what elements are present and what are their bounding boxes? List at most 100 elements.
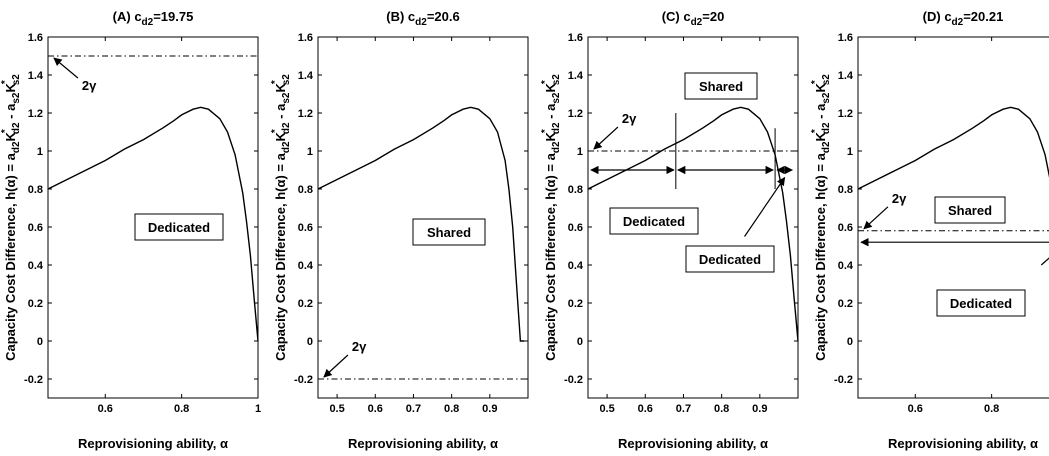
y-tick-label: 0.6 — [28, 222, 43, 234]
x-tick-label: 0.5 — [329, 403, 344, 415]
y-tick-label: 1 — [847, 146, 853, 158]
y-tick-label: -0.2 — [294, 374, 313, 386]
x-tick-label: 0.8 — [174, 403, 189, 415]
ylabel-text: Capacity Cost Difference, h(α) = — [543, 160, 558, 361]
ylabel-sub: s2 — [281, 74, 292, 86]
y-tick-label: 1.6 — [568, 32, 583, 44]
y-tick-label: 0.8 — [568, 184, 583, 196]
title-subscript: d2 — [691, 17, 703, 28]
y-tick-label: 0.4 — [28, 260, 44, 272]
ylabel-sub: s2 — [11, 74, 22, 86]
title-value: =20 — [702, 9, 724, 24]
ylabel-k: K — [813, 131, 828, 141]
ylabel-sup: * — [810, 80, 821, 84]
y-tick-label: 1.6 — [838, 32, 853, 44]
y-tick-label: 0.2 — [298, 298, 313, 310]
panel-title: (B) cd2=20.6 — [386, 9, 459, 28]
y-tick-label: 0 — [847, 336, 853, 348]
region-label: Dedicated — [623, 214, 685, 229]
y-tick-label: 0.4 — [838, 260, 854, 272]
ylabel-text: - — [273, 111, 288, 119]
ylabel-k: K — [813, 83, 828, 93]
x-axis-label: Reprovisioning ability, α — [618, 436, 768, 451]
axes-frame — [587, 36, 799, 399]
two-gamma-arrow — [863, 206, 889, 230]
x-tick-label: 0.8 — [984, 403, 999, 415]
title-prefix: (A) c — [113, 9, 142, 24]
y-tick-label: 0.2 — [838, 298, 853, 310]
title-subscript: d2 — [952, 17, 964, 28]
ylabel-sub: s2 — [551, 74, 562, 86]
y-tick-label: 1 — [37, 146, 43, 158]
region-label-box — [684, 72, 758, 100]
title-value: =20.21 — [963, 9, 1003, 24]
axes-frame — [47, 36, 259, 399]
region-label: Dedicated — [148, 220, 210, 235]
ylabel-sup: * — [0, 80, 11, 84]
two-gamma-label: 2γ — [82, 78, 97, 93]
ylabel-text: - — [543, 111, 558, 119]
title-prefix: (D) c — [923, 9, 952, 24]
y-tick-label: -0.2 — [834, 374, 853, 386]
x-tick-label: 0.6 — [908, 403, 923, 415]
y-tick-label: 0.4 — [298, 260, 314, 272]
pointer-arrow — [1040, 257, 1049, 266]
x-tick-label: 1 — [255, 403, 261, 415]
x-tick-label: 0.8 — [714, 403, 729, 415]
ylabel-sup: * — [540, 80, 551, 84]
x-tick-label: 0.9 — [482, 403, 497, 415]
ylabel-sub: d2 — [281, 141, 292, 153]
pointer-arrow — [744, 176, 786, 237]
title-subscript: d2 — [415, 17, 427, 28]
ylabel-k: K — [543, 83, 558, 93]
x-axis-label: Reprovisioning ability, α — [888, 436, 1038, 451]
y-tick-label: 1.4 — [28, 70, 44, 82]
y-tick-label: 0.6 — [298, 222, 313, 234]
y-tick-label: 0.8 — [298, 184, 313, 196]
ylabel-sub: s2 — [821, 74, 832, 86]
h-alpha-curve — [587, 106, 799, 342]
h-alpha-curve — [857, 106, 1049, 190]
region-label-box — [412, 218, 486, 246]
panel-c: -0.2 0 0.2 0.4 0.6 0.8 1 1.2 1.4 1.6 0.5 0.6 0.7 0.8 0… — [540, 9, 799, 451]
ylabel-sup: * — [810, 129, 821, 133]
y-tick-label: 0.8 — [838, 184, 853, 196]
y-tick-label: 0.8 — [28, 184, 43, 196]
ylabel-k: K — [3, 83, 18, 93]
ylabel-a: a — [813, 152, 828, 160]
ylabel-sub: d2 — [11, 122, 22, 134]
ylabel-text: Capacity Cost Difference, h(α) = — [3, 160, 18, 361]
x-tick-label: 0.7 — [676, 403, 691, 415]
y-tick-label: -0.2 — [564, 374, 583, 386]
ylabel-sup: * — [540, 129, 551, 133]
ylabel-a: a — [273, 103, 288, 111]
x-tick-label: 0.8 — [444, 403, 459, 415]
ylabel-text: Capacity Cost Difference, h(α) = — [813, 160, 828, 361]
y-tick-label: 1.2 — [568, 108, 583, 120]
region-label: Shared — [427, 225, 471, 240]
ylabel-sub: d2 — [821, 141, 832, 153]
region-label-box — [609, 207, 699, 235]
ylabel-sub: s2 — [11, 92, 22, 104]
y-tick-label: 1 — [307, 146, 313, 158]
y-tick-label: 0 — [37, 336, 43, 348]
ylabel-sub: d2 — [281, 122, 292, 134]
y-axis-label: Capacity Cost Difference, h(α) = ad2K*d2… — [270, 74, 292, 361]
x-tick-label: 0.6 — [98, 403, 113, 415]
y-tick-label: 0.2 — [568, 298, 583, 310]
y-tick-label: 0 — [307, 336, 313, 348]
two-gamma-label: 2γ — [352, 339, 367, 354]
ylabel-sub: s2 — [821, 92, 832, 104]
y-tick-label: 0 — [577, 336, 583, 348]
y-tick-label: 1.2 — [298, 108, 313, 120]
title-value: =19.75 — [153, 9, 193, 24]
y-tick-label: -0.2 — [24, 374, 43, 386]
region-label: Shared — [948, 203, 992, 218]
ylabel-text: - — [813, 111, 828, 119]
y-axis-label: Capacity Cost Difference, h(α) = ad2K*d2… — [810, 74, 832, 361]
y-axis-label: Capacity Cost Difference, h(α) = ad2K*d2… — [0, 74, 22, 361]
ylabel-sup: * — [270, 129, 281, 133]
axes-frame — [317, 36, 529, 399]
region-label: Shared — [699, 79, 743, 94]
panel-a: -0.2 0 0.2 0.4 0.6 0.8 1 1.2 1.4 1.6 0.6 0.8 1 2γ Dedi… — [0, 9, 261, 451]
